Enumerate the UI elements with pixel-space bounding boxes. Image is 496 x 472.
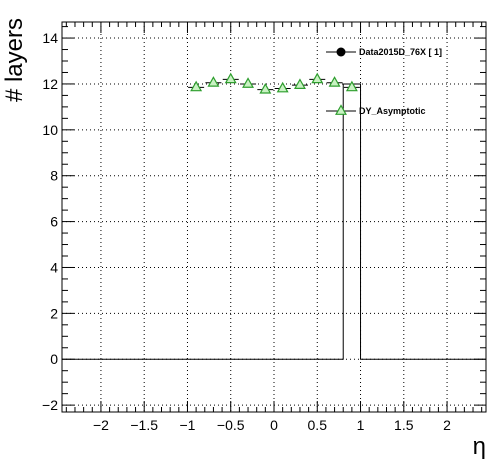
data-point-triangle bbox=[207, 76, 220, 87]
legend-marker-data2015d bbox=[336, 47, 346, 57]
series-layer bbox=[62, 72, 486, 360]
grid bbox=[62, 22, 486, 412]
y-tick-label: 2 bbox=[50, 305, 58, 321]
plot-frame bbox=[61, 21, 487, 413]
y-axis-title: # layers bbox=[1, 18, 28, 102]
tick-labels: −2 −1.5 −1 −0.5 0 0.5 1 1.5 2 −2 0 2 4 6 8 10 12 14 bbox=[42, 30, 451, 433]
x-axis-title: η bbox=[473, 433, 486, 460]
x-tick-label: −1 bbox=[179, 417, 195, 433]
data-point-triangle bbox=[293, 78, 306, 89]
x-tick-label: 1.5 bbox=[394, 417, 414, 433]
x-tick-label: 0.5 bbox=[308, 417, 328, 433]
legend: Data2015D_76X [ 1] DY_Asymptotic bbox=[326, 47, 442, 116]
data-point-triangle bbox=[345, 80, 358, 92]
axis-ticks bbox=[62, 22, 486, 412]
x-tick-label: 2 bbox=[443, 417, 451, 433]
data-point-triangle bbox=[224, 72, 237, 84]
y-tick-label: 0 bbox=[50, 351, 58, 367]
y-tick-label: 10 bbox=[42, 122, 58, 138]
x-tick-label: 0 bbox=[270, 417, 278, 433]
data-point-triangle bbox=[311, 72, 324, 84]
data-point-triangle bbox=[190, 80, 203, 92]
x-tick-label: 1 bbox=[357, 417, 365, 433]
legend-label-dy: DY_Asymptotic bbox=[359, 106, 426, 116]
x-tick-label: −2 bbox=[93, 417, 109, 433]
y-tick-label: 4 bbox=[50, 259, 58, 275]
x-tick-label: −1.5 bbox=[130, 417, 158, 433]
x-tick-label: −0.5 bbox=[217, 417, 245, 433]
data-point-triangle bbox=[242, 77, 255, 88]
data-point-triangle bbox=[276, 81, 289, 93]
y-tick-label: 12 bbox=[42, 76, 58, 92]
y-tick-label: −2 bbox=[42, 397, 58, 413]
y-tick-label: 6 bbox=[50, 214, 58, 230]
data-point-triangle bbox=[328, 76, 341, 87]
y-tick-label: 8 bbox=[50, 168, 58, 184]
legend-label-data2015d: Data2015D_76X [ 1] bbox=[359, 47, 442, 57]
data-point-triangle bbox=[259, 82, 272, 94]
y-tick-label: 14 bbox=[42, 30, 58, 46]
legend-marker-dy bbox=[335, 104, 347, 115]
